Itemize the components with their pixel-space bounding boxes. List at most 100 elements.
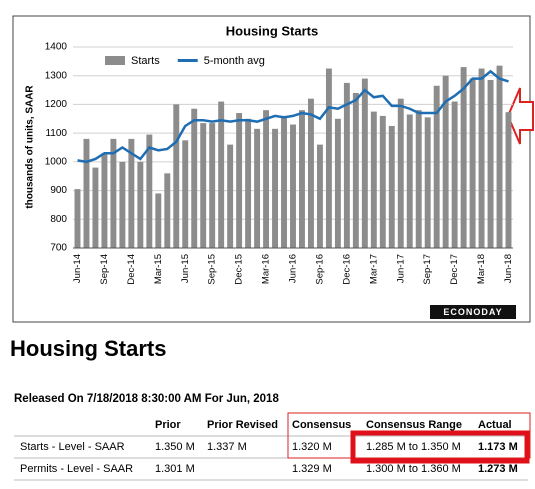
y-axis-label: thousands of units, SAAR xyxy=(25,85,36,209)
x-tick-label: Dec-17 xyxy=(449,254,460,285)
bar xyxy=(352,92,359,248)
bar xyxy=(164,173,171,248)
bar xyxy=(119,161,126,248)
bar xyxy=(424,117,431,248)
bar xyxy=(442,75,449,248)
table-cell: 1.285 M to 1.350 M xyxy=(366,441,461,453)
bar xyxy=(92,167,99,248)
legend-swatch xyxy=(105,56,125,65)
bar xyxy=(487,80,494,249)
table-header: Consensus xyxy=(292,419,351,431)
table-header: Consensus Range xyxy=(366,419,462,431)
bar xyxy=(245,118,252,249)
y-tick-label: 1300 xyxy=(45,70,68,81)
bar xyxy=(343,82,350,249)
bar xyxy=(200,123,207,248)
x-tick-label: Jun-15 xyxy=(180,254,191,283)
x-tick-label: Jun-18 xyxy=(503,254,514,283)
bar xyxy=(361,78,368,248)
line xyxy=(77,69,509,164)
bar xyxy=(155,193,162,248)
page-heading: Housing Starts xyxy=(10,336,166,361)
bar xyxy=(415,110,422,249)
legend-label: 5-month avg xyxy=(204,55,265,67)
x-tick-label: Jun-16 xyxy=(288,254,299,283)
bar xyxy=(191,108,198,248)
brand-logo xyxy=(430,305,516,319)
bar xyxy=(334,118,341,249)
table-cell: Permits - Level - SAAR xyxy=(20,463,133,475)
x-tick-label: Sep-15 xyxy=(207,254,218,285)
table-header: Prior Revised xyxy=(207,419,278,431)
bar xyxy=(505,112,512,248)
highlight-box xyxy=(350,430,530,464)
legend-label: Starts xyxy=(131,55,160,67)
chart-title: Housing Starts xyxy=(226,23,318,38)
bar xyxy=(478,68,485,249)
bar xyxy=(397,98,404,248)
table-cell: 1.337 M xyxy=(207,441,247,453)
y-tick-label: 700 xyxy=(50,243,67,254)
bar xyxy=(325,68,332,249)
bar xyxy=(263,110,270,249)
bar xyxy=(388,125,395,248)
x-tick-label: Sep-14 xyxy=(99,254,110,285)
highlight-box xyxy=(287,412,531,459)
table-cell: Starts - Level - SAAR xyxy=(20,441,125,453)
x-tick-label: Sep-17 xyxy=(422,254,433,285)
bar xyxy=(460,67,467,248)
table-header: Actual xyxy=(478,419,512,431)
bar xyxy=(83,138,90,248)
bar xyxy=(101,153,108,248)
table-cell: 1.301 M xyxy=(155,463,195,475)
x-tick-label: Mar-18 xyxy=(476,254,487,284)
bar xyxy=(290,124,296,248)
bar xyxy=(469,78,476,248)
x-tick-label: Jun-17 xyxy=(395,254,406,283)
y-tick-label: 1000 xyxy=(45,156,68,167)
bar xyxy=(227,144,234,248)
bar xyxy=(307,98,314,248)
x-tick-label: Mar-15 xyxy=(153,254,164,284)
y-tick-label: 1400 xyxy=(45,42,68,53)
release-info: Released On 7/18/2018 8:30:00 AM For Jun… xyxy=(14,393,279,405)
bar xyxy=(146,134,153,248)
table-cell: 1.300 M to 1.360 M xyxy=(366,463,461,475)
table-cell: 1.350 M xyxy=(155,441,195,453)
arrow xyxy=(506,87,534,145)
y-tick-label: 1200 xyxy=(45,99,68,110)
bar xyxy=(406,114,413,248)
table-cell: 1.173 M xyxy=(478,441,518,453)
bar xyxy=(254,128,261,248)
bar xyxy=(496,65,503,249)
bar xyxy=(128,138,135,248)
bar xyxy=(272,128,279,248)
bar xyxy=(299,110,305,249)
table-cell: 1.329 M xyxy=(292,463,332,475)
x-tick-label: Jun-14 xyxy=(72,254,83,283)
x-tick-label: Sep-16 xyxy=(314,254,325,285)
x-tick-label: Dec-16 xyxy=(341,254,352,285)
y-tick-label: 900 xyxy=(50,185,67,196)
bar xyxy=(236,113,243,249)
bar xyxy=(281,115,287,249)
x-tick-label: Mar-17 xyxy=(368,254,379,284)
bar xyxy=(74,189,81,248)
bar xyxy=(110,138,117,248)
table-cell: 1.320 M xyxy=(292,441,332,453)
bar xyxy=(451,101,458,248)
y-tick-label: 1100 xyxy=(45,128,67,139)
bar xyxy=(370,111,377,248)
y-tick-label: 800 xyxy=(50,214,67,225)
table-header: Prior xyxy=(155,419,181,431)
brand-text: ECONODAY xyxy=(443,307,502,317)
bar xyxy=(218,101,225,248)
x-tick-label: Mar-16 xyxy=(261,254,272,284)
bar xyxy=(209,123,216,248)
bar xyxy=(379,115,386,249)
bar xyxy=(137,161,144,248)
x-tick-label: Dec-14 xyxy=(126,254,137,285)
bar xyxy=(316,144,323,248)
